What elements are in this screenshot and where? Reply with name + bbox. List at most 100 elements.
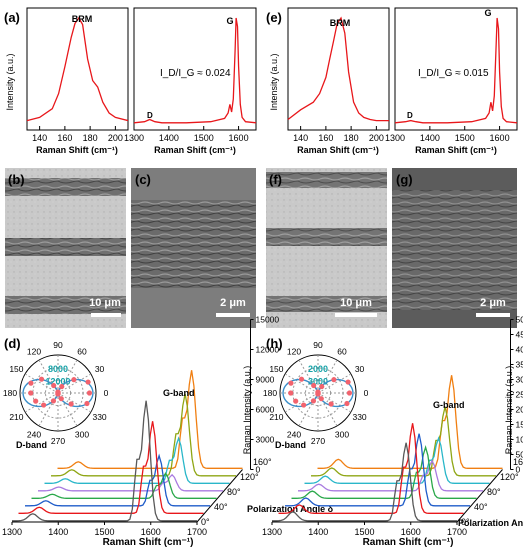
- annotation-g-band: G-band: [163, 388, 195, 398]
- x-tick-label: 1400: [48, 527, 68, 537]
- flake-stripe: [266, 228, 387, 246]
- polar-angle-label: 0: [104, 388, 109, 398]
- x-tick-label: 180: [344, 133, 359, 143]
- angle-tick-label: 40°: [474, 502, 488, 512]
- x-axis-label: Raman Shift (cm⁻¹): [154, 145, 236, 155]
- polar-data-point: [59, 383, 65, 390]
- polar-data-point: [28, 390, 34, 396]
- panel-label-a: (a): [4, 10, 20, 25]
- polar-angle-label: 300: [335, 430, 349, 440]
- x-tick-label: 1400: [420, 133, 440, 143]
- angle-tick-label: 80°: [227, 487, 241, 497]
- polar-data-point: [346, 390, 353, 396]
- x-tick-label: 1300: [124, 133, 144, 143]
- angle-tick-label: 0°: [201, 517, 210, 527]
- y-tick-label: 3000: [256, 435, 275, 445]
- x-tick-label: 1500: [94, 527, 114, 537]
- panel-label-b: (b): [8, 172, 25, 187]
- panel-a: (a) Intensity (a.u.) 140 160 180 200 1300 14…: [4, 7, 257, 155]
- polar-angle-label: 30: [355, 364, 365, 374]
- annotation-g-band: G-band: [433, 400, 465, 410]
- polar-angle-label: 210: [9, 412, 23, 422]
- polar-data-point: [55, 391, 61, 397]
- x-tick-label: 180: [83, 133, 98, 143]
- polar-data-point: [315, 391, 321, 397]
- flake-stripe: [5, 238, 126, 256]
- panel-label-g: (g): [396, 172, 413, 187]
- y-axis-label: Raman Intensity (a.u.): [504, 366, 514, 455]
- polar-data-point: [344, 400, 350, 407]
- polar-data-point: [71, 377, 77, 383]
- polar-radial-label: 2000: [308, 364, 328, 374]
- ratio-label: I_D/I_G ≈ 0.015: [418, 68, 489, 79]
- polar-radial-label: 3000: [308, 376, 328, 386]
- polar-angle-label: 60: [337, 346, 347, 356]
- flake-stripe: [266, 172, 387, 188]
- polar-angle-label: 210: [269, 412, 283, 422]
- x-tick-label: 1600: [141, 527, 161, 537]
- angle-tick-label: 0°: [461, 517, 470, 527]
- waterfall-series-line: [44, 436, 230, 484]
- polar-radial-label: 12000: [45, 376, 70, 386]
- y-axis-label: Raman Intensity (a.u.): [242, 366, 252, 455]
- x-tick-label: 200: [369, 133, 384, 143]
- x-tick-label: 140: [32, 133, 47, 143]
- z-axis-label: Polarization Angle δ: [247, 504, 334, 514]
- waterfall-series-line: [57, 370, 243, 469]
- x-tick-label: 1700: [187, 527, 207, 537]
- polar-angle-label: 90: [53, 340, 63, 350]
- spectrum-line: [133, 17, 257, 124]
- flake-stripe: [5, 178, 126, 196]
- polar-angle-label: 150: [9, 364, 23, 374]
- annotation-g: G: [484, 8, 491, 18]
- scale-bar-label: 10 μm: [89, 297, 121, 309]
- z-axis-label: Polarization Angle δ: [458, 518, 523, 528]
- polar-data-point: [50, 398, 57, 404]
- scale-bar-label: 2 μm: [480, 297, 506, 309]
- waterfall-series-line: [18, 421, 204, 514]
- panel-label-f: (f): [269, 172, 282, 187]
- x-tick-label: 1500: [354, 527, 374, 537]
- panel-label-h: (h): [266, 336, 283, 351]
- polar-data-point: [85, 379, 91, 385]
- x-axis-label: Raman Shift (cm⁻¹): [363, 537, 454, 548]
- polar-angle-label: 270: [51, 436, 65, 446]
- waterfall-series-line: [285, 433, 470, 507]
- y-tick-label: 2500: [516, 390, 523, 400]
- flake-region: [392, 190, 517, 310]
- x-tick-label: 1400: [159, 133, 179, 143]
- x-tick-label: 1700: [447, 527, 467, 537]
- x-axis-label: Raman Shift (cm⁻¹): [36, 145, 118, 155]
- polar-data-point: [328, 401, 334, 407]
- panel-d: (d) 1300 1400 1500 1600 17000°40°80°120°160°…: [2, 315, 334, 549]
- polar-angle-label: 120: [27, 346, 41, 356]
- annotation-d-band: D-band: [16, 440, 47, 450]
- annotation-brm: BRM: [72, 14, 93, 24]
- waterfall-series-line: [25, 453, 210, 507]
- x-axis-label: Raman Shift (cm⁻¹): [415, 145, 497, 155]
- scale-bar: [216, 313, 250, 317]
- polar-angle-label: 330: [92, 412, 106, 422]
- plot-frame: [26, 7, 129, 131]
- x-tick-label: 1400: [308, 527, 328, 537]
- polar-data-point: [288, 390, 294, 396]
- x-axis-label: Raman Shift (cm⁻¹): [103, 537, 194, 548]
- waterfall-series-line: [291, 445, 477, 499]
- flake-stripe: [5, 296, 126, 314]
- polar-angle-label: 330: [352, 412, 366, 422]
- y-tick-label: 2000: [516, 405, 523, 415]
- y-tick-label: 12000: [256, 345, 280, 355]
- x-tick-label: 1600: [229, 133, 249, 143]
- annotation-d: D: [407, 111, 413, 120]
- polar-data-point: [28, 380, 34, 386]
- waterfall-series-line: [278, 423, 464, 514]
- scale-bar: [91, 313, 121, 317]
- annotation-d: D: [147, 111, 153, 120]
- annotation-brm: BRM: [330, 18, 351, 28]
- x-tick-label: 160: [318, 133, 333, 143]
- x-tick-label: 200: [108, 133, 123, 143]
- plot-frame: [287, 7, 390, 131]
- plot-frame: [133, 7, 257, 131]
- x-tick-label: 160: [57, 133, 72, 143]
- polar-angle-label: 270: [311, 436, 325, 446]
